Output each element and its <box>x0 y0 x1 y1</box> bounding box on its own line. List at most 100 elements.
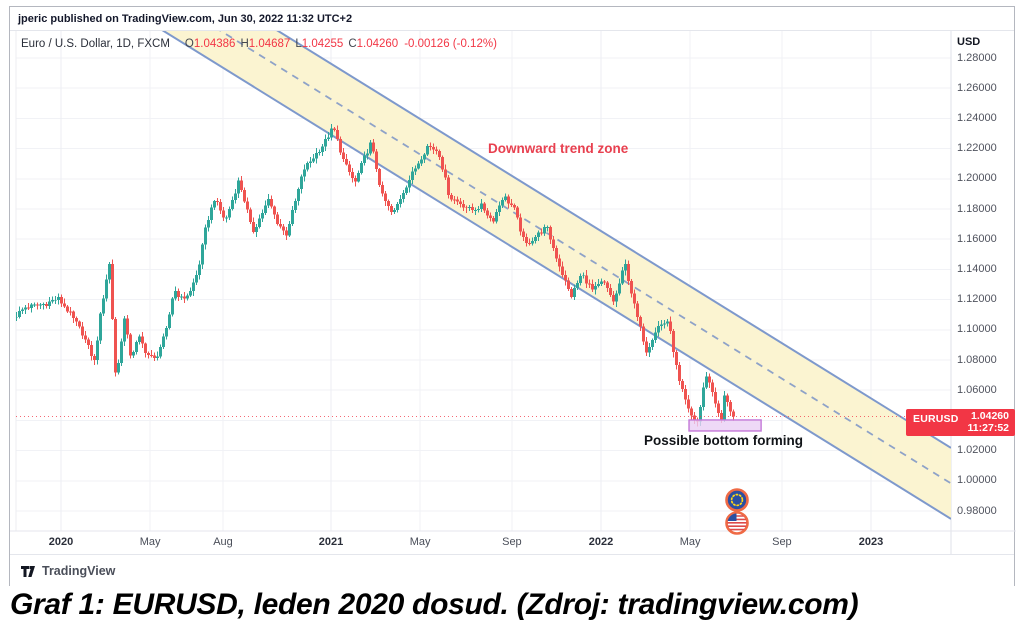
figure-caption: Graf 1: EURUSD, leden 2020 dosud. (Zdroj… <box>10 588 859 621</box>
candle-body <box>90 345 93 356</box>
candle-body <box>690 408 693 416</box>
candle-body <box>546 227 549 229</box>
highlight-box[interactable] <box>688 419 762 432</box>
candle-body <box>591 284 594 290</box>
candle-body <box>576 283 579 288</box>
ohlc-open-label: O <box>184 38 194 50</box>
tradingview-brand-link[interactable]: TradingView <box>42 563 116 578</box>
sticker-icons <box>723 486 751 543</box>
candle-body <box>432 146 435 150</box>
candle-body <box>465 207 468 209</box>
candle-body <box>168 314 171 329</box>
candle-body <box>195 274 198 283</box>
candle-body <box>324 138 327 147</box>
candle-body <box>318 152 321 154</box>
candle-body <box>555 248 558 259</box>
candle-body <box>726 395 729 403</box>
candle-body <box>111 264 114 319</box>
candle-body <box>708 376 711 383</box>
candle-body <box>639 316 642 327</box>
candle-body <box>525 237 528 243</box>
candle-body <box>213 201 216 208</box>
candle-body <box>348 164 351 173</box>
candle-body <box>156 356 159 359</box>
ohlc-high-value: 1.04687 <box>248 38 291 50</box>
candle-body <box>372 142 375 152</box>
candle-body <box>105 279 108 299</box>
price-tick-label: 1.16000 <box>957 232 997 245</box>
candle-body <box>363 155 366 163</box>
candle-body <box>48 301 51 306</box>
candle-body <box>459 201 462 204</box>
candle-body <box>225 217 228 219</box>
candle-body <box>498 205 501 213</box>
price-tick-label: 1.26000 <box>957 81 997 94</box>
tradingview-chart-widget: jperic published on TradingView.com, Jun… <box>9 6 1016 587</box>
trend-channel[interactable] <box>16 7 951 520</box>
candle-body <box>675 352 678 366</box>
candle-body <box>522 231 525 238</box>
candle-body <box>279 224 282 227</box>
candle-body <box>60 296 63 304</box>
candle-body <box>531 240 534 244</box>
candle-body <box>333 128 336 131</box>
candle-body <box>201 244 204 265</box>
candle-body <box>564 274 567 281</box>
candle-body <box>228 209 231 218</box>
candle-body <box>147 352 150 355</box>
symbol-title[interactable]: Euro / U.S. Dollar, 1D, FXCM <box>21 38 170 50</box>
candle-body <box>306 163 309 170</box>
candle-body <box>42 304 45 306</box>
candle-body <box>300 176 303 190</box>
price-tick-label: 0.98000 <box>957 504 997 517</box>
candle-body <box>30 304 33 308</box>
chart-canvas[interactable] <box>10 7 1016 587</box>
candle-body <box>570 288 573 297</box>
ohlc-close-label: C <box>348 38 357 50</box>
candle-body <box>654 332 657 341</box>
candle-body <box>384 193 387 202</box>
candle-body <box>444 169 447 178</box>
candle-body <box>642 326 645 342</box>
tradingview-logo-icon[interactable] <box>20 563 36 579</box>
candle-body <box>81 326 84 336</box>
candle-body <box>93 355 96 361</box>
candle-body <box>558 258 561 267</box>
candle-body <box>411 171 414 181</box>
candle-body <box>621 270 624 284</box>
candle-body <box>354 178 357 182</box>
candle-body <box>636 303 639 317</box>
candle-body <box>63 303 66 307</box>
candle-body <box>402 192 405 199</box>
price-tick-label: 1.14000 <box>957 262 997 275</box>
candle-body <box>183 296 186 299</box>
candle-body <box>573 287 576 297</box>
candle-body <box>270 198 273 207</box>
current-price-label: EURUSD 1.04260 11:27:52 <box>906 409 1015 437</box>
candle-body <box>618 283 621 294</box>
ohlc-open-value: 1.04386 <box>193 38 236 50</box>
price-tick-label: 1.20000 <box>957 172 997 185</box>
candle-body <box>369 142 372 154</box>
candle-body <box>33 304 36 306</box>
candle-body <box>153 355 156 359</box>
candle-body <box>729 402 732 412</box>
candle-body <box>141 336 144 344</box>
candle-body <box>240 180 243 191</box>
price-tick-label: 1.02000 <box>957 444 997 457</box>
candle-body <box>543 227 546 234</box>
candle-body <box>579 276 582 284</box>
candle-body <box>417 163 420 169</box>
candle-body <box>237 180 240 194</box>
candle-body <box>519 217 522 232</box>
candle-body <box>336 130 339 140</box>
candle-body <box>504 196 507 200</box>
candle-body <box>216 201 219 203</box>
candle-body <box>732 411 735 417</box>
candle-body <box>645 341 648 353</box>
candle-body <box>171 298 174 315</box>
candle-body <box>438 151 441 158</box>
candle-body <box>360 162 363 174</box>
candle-body <box>27 307 30 309</box>
candle-body <box>666 321 669 324</box>
